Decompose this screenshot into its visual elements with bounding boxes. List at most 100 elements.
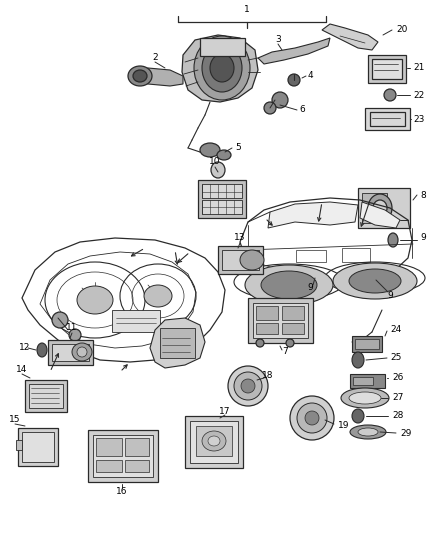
Polygon shape [360, 202, 400, 228]
Text: 1: 1 [244, 4, 250, 13]
Text: 2: 2 [152, 53, 158, 62]
Polygon shape [258, 38, 330, 64]
Bar [282, 323, 304, 334]
Ellipse shape [69, 329, 81, 341]
Polygon shape [135, 68, 183, 86]
Ellipse shape [297, 403, 327, 433]
Bar [125, 460, 149, 472]
Bar [112, 310, 160, 332]
Text: 25: 25 [390, 353, 401, 362]
Text: 15: 15 [9, 416, 21, 424]
Bar [52, 344, 89, 361]
Ellipse shape [202, 431, 226, 451]
Ellipse shape [272, 92, 288, 108]
Ellipse shape [349, 392, 381, 404]
Bar [93, 435, 153, 477]
Text: 24: 24 [390, 326, 401, 335]
Text: 22: 22 [413, 91, 424, 100]
Text: 9: 9 [307, 284, 313, 293]
Bar [248, 298, 313, 343]
Polygon shape [182, 35, 258, 102]
Bar [25, 380, 67, 412]
Polygon shape [268, 202, 358, 228]
Ellipse shape [373, 200, 387, 216]
Ellipse shape [305, 411, 319, 425]
Bar [202, 200, 242, 214]
Bar [365, 108, 410, 130]
Bar [222, 250, 259, 270]
Ellipse shape [72, 343, 92, 361]
Bar [256, 323, 278, 334]
Polygon shape [150, 318, 205, 368]
Ellipse shape [384, 89, 396, 101]
Polygon shape [322, 24, 378, 50]
Text: 8: 8 [420, 190, 426, 199]
Bar [198, 180, 246, 218]
Text: 7: 7 [282, 348, 288, 357]
Ellipse shape [352, 352, 364, 368]
Text: 17: 17 [219, 408, 231, 416]
Ellipse shape [256, 339, 264, 347]
Ellipse shape [290, 396, 334, 440]
Ellipse shape [349, 269, 401, 293]
Ellipse shape [288, 74, 300, 86]
Text: 16: 16 [116, 488, 128, 497]
Text: 19: 19 [338, 421, 350, 430]
Ellipse shape [144, 285, 172, 307]
Ellipse shape [228, 366, 268, 406]
Ellipse shape [358, 428, 378, 436]
Bar [253, 303, 308, 338]
Ellipse shape [241, 379, 255, 393]
Bar [362, 193, 387, 223]
Ellipse shape [350, 425, 386, 439]
Bar [16, 440, 22, 450]
Bar [160, 328, 195, 358]
Ellipse shape [352, 409, 364, 423]
Text: 4: 4 [307, 71, 313, 80]
Ellipse shape [333, 263, 417, 299]
Bar [29, 384, 63, 408]
Bar [18, 428, 58, 466]
Text: 27: 27 [392, 393, 403, 402]
Bar [296, 250, 326, 262]
Ellipse shape [240, 250, 264, 270]
Bar [355, 339, 379, 349]
Bar [218, 246, 263, 274]
Bar [96, 460, 122, 472]
Bar [96, 438, 122, 456]
Ellipse shape [77, 286, 113, 314]
Text: 3: 3 [275, 36, 281, 44]
Ellipse shape [194, 36, 250, 100]
Text: 13: 13 [234, 233, 246, 243]
Bar [88, 430, 158, 482]
Bar [200, 38, 245, 56]
Text: 29: 29 [400, 429, 411, 438]
Text: 6: 6 [299, 106, 305, 115]
Bar [352, 336, 382, 352]
Bar [368, 55, 406, 83]
Text: 28: 28 [392, 411, 403, 421]
Bar [353, 377, 373, 385]
Bar [185, 416, 243, 468]
Ellipse shape [261, 271, 317, 299]
Text: 14: 14 [16, 366, 28, 375]
Ellipse shape [77, 347, 87, 357]
Bar [48, 340, 93, 365]
Text: 21: 21 [413, 63, 424, 72]
Text: 26: 26 [392, 374, 403, 383]
Bar [372, 59, 402, 79]
Bar [358, 188, 410, 228]
Ellipse shape [208, 436, 220, 446]
Ellipse shape [202, 44, 242, 92]
Ellipse shape [211, 162, 225, 178]
Bar [22, 432, 54, 462]
Ellipse shape [388, 233, 398, 247]
Ellipse shape [133, 70, 147, 82]
Ellipse shape [368, 194, 392, 222]
Ellipse shape [128, 66, 152, 86]
Ellipse shape [37, 343, 47, 357]
Text: 20: 20 [396, 26, 407, 35]
Text: 12: 12 [19, 343, 31, 352]
Ellipse shape [341, 388, 389, 408]
Bar [342, 248, 370, 262]
